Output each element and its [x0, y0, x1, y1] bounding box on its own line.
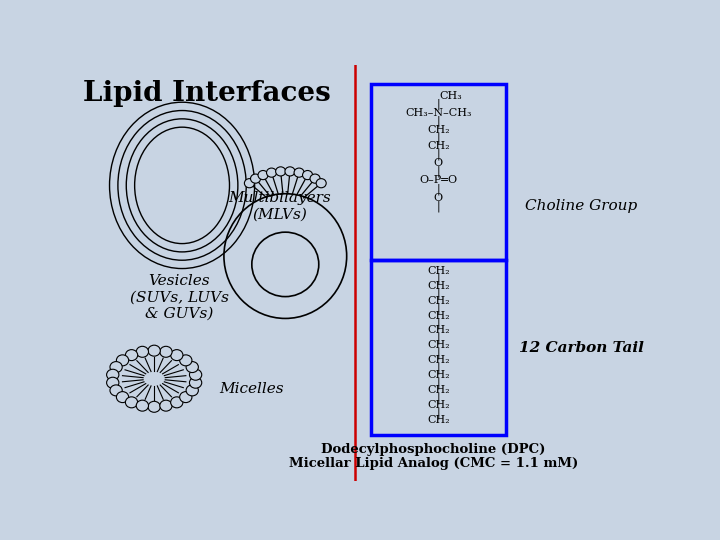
Text: CH₂: CH₂ — [427, 141, 449, 151]
Ellipse shape — [285, 167, 295, 176]
Text: CH₂: CH₂ — [427, 340, 449, 350]
Text: |: | — [436, 165, 440, 177]
Ellipse shape — [294, 168, 304, 177]
Text: CH₂: CH₂ — [427, 125, 449, 134]
Text: |: | — [436, 184, 440, 195]
Ellipse shape — [171, 397, 183, 408]
Bar — [371, 260, 505, 435]
Ellipse shape — [171, 349, 183, 361]
Ellipse shape — [136, 346, 148, 357]
Ellipse shape — [186, 362, 199, 373]
Text: |: | — [436, 116, 440, 127]
Text: CH₂: CH₂ — [427, 266, 449, 275]
Text: |: | — [436, 332, 440, 344]
Ellipse shape — [148, 401, 161, 412]
Ellipse shape — [266, 168, 276, 177]
Ellipse shape — [189, 377, 202, 388]
Text: CH₂: CH₂ — [427, 386, 449, 395]
Text: CH₂: CH₂ — [427, 310, 449, 321]
Text: |: | — [436, 302, 440, 314]
Text: CH₃–N–CH₃: CH₃–N–CH₃ — [405, 107, 472, 118]
Text: CH₂: CH₂ — [427, 281, 449, 291]
Ellipse shape — [148, 345, 161, 356]
Bar — [371, 84, 505, 260]
Text: |: | — [436, 392, 440, 403]
Ellipse shape — [189, 369, 202, 380]
Text: |: | — [436, 149, 440, 160]
Text: |: | — [436, 407, 440, 419]
Ellipse shape — [107, 377, 119, 388]
Ellipse shape — [107, 369, 119, 380]
Text: |: | — [436, 362, 440, 374]
Text: |: | — [436, 272, 440, 284]
Text: CH₂: CH₂ — [427, 295, 449, 306]
Text: O: O — [433, 193, 443, 203]
Text: CH₂: CH₂ — [427, 326, 449, 335]
Text: CH₂: CH₂ — [427, 400, 449, 410]
Ellipse shape — [117, 355, 129, 366]
Text: Lipid Interfaces: Lipid Interfaces — [84, 80, 331, 107]
Text: O: O — [433, 158, 443, 168]
Ellipse shape — [125, 397, 138, 408]
Text: Multibilayers
(MLVs): Multibilayers (MLVs) — [228, 191, 331, 221]
Ellipse shape — [276, 167, 286, 176]
Text: |: | — [436, 318, 440, 329]
Text: CH₂: CH₂ — [427, 370, 449, 380]
Ellipse shape — [180, 355, 192, 366]
Text: |: | — [436, 99, 440, 110]
Ellipse shape — [244, 179, 254, 188]
Text: CH₂: CH₂ — [427, 355, 449, 366]
Ellipse shape — [160, 346, 172, 357]
Ellipse shape — [316, 179, 326, 188]
Ellipse shape — [186, 385, 199, 396]
Ellipse shape — [310, 174, 320, 183]
Ellipse shape — [136, 400, 148, 411]
Ellipse shape — [302, 171, 312, 180]
Text: |: | — [436, 287, 440, 299]
Text: |: | — [436, 347, 440, 359]
Ellipse shape — [160, 400, 172, 411]
Ellipse shape — [110, 385, 122, 396]
Text: |: | — [436, 200, 440, 212]
Text: Vesicles
(SUVs, LUVs
& GUVs): Vesicles (SUVs, LUVs & GUVs) — [130, 274, 229, 321]
Text: O–P═O: O–P═O — [419, 176, 457, 185]
Text: Micelles: Micelles — [220, 382, 284, 396]
Text: Choline Group: Choline Group — [525, 199, 637, 213]
Ellipse shape — [180, 392, 192, 403]
Text: 12 Carbon Tail: 12 Carbon Tail — [518, 341, 644, 355]
Text: Micellar Lipid Analog (CMC = 1.1 mM): Micellar Lipid Analog (CMC = 1.1 mM) — [289, 457, 577, 470]
Text: CH₂: CH₂ — [427, 415, 449, 426]
Ellipse shape — [125, 349, 138, 361]
Ellipse shape — [258, 171, 268, 180]
Text: CH₃: CH₃ — [439, 91, 462, 101]
Text: |: | — [436, 132, 440, 144]
Ellipse shape — [117, 392, 129, 403]
Ellipse shape — [251, 174, 261, 183]
Text: Dodecylphosphocholine (DPC): Dodecylphosphocholine (DPC) — [321, 443, 545, 456]
Ellipse shape — [110, 362, 122, 373]
Text: |: | — [436, 377, 440, 389]
